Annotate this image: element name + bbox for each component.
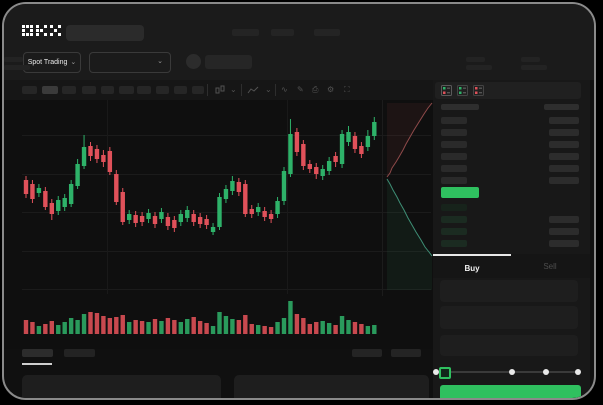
nav-item-3[interactable]: [314, 29, 340, 36]
trade-tabs: Buy Sell: [433, 254, 590, 278]
toolbar-divider: [207, 84, 208, 96]
logo-glyph-k: [36, 25, 47, 40]
gridline: [22, 135, 431, 136]
candlestick-svg: [23, 117, 377, 235]
tab-sell[interactable]: Sell: [543, 262, 557, 271]
timeframe-button-2-active[interactable]: [42, 86, 58, 94]
nav-item-2[interactable]: [271, 29, 294, 36]
ticker-stat-1: [466, 57, 492, 70]
orderbook-ask-row[interactable]: [433, 129, 590, 136]
orderbook-ask-row[interactable]: [433, 165, 590, 172]
nav-item-1[interactable]: [232, 29, 259, 36]
camera-snapshot-icon[interactable]: ⎙: [312, 85, 319, 94]
bottom-tab-underline: [22, 363, 52, 365]
timeframe-button-4[interactable]: [82, 86, 96, 94]
timeframe-button-5[interactable]: [101, 86, 114, 94]
orderbook-ask-row[interactable]: [433, 117, 590, 124]
pair-name-placeholder: [205, 55, 252, 69]
top-bar: OKX: [4, 4, 594, 48]
amount-percent-slider: [433, 364, 590, 380]
depth-chart: [382, 100, 433, 296]
gridline: [107, 100, 108, 294]
orderbook-bids: [433, 216, 590, 252]
pair-dropdown[interactable]: ⌄: [89, 52, 171, 73]
orderbook-view-switcher: [435, 82, 581, 99]
volume-bars-svg: [23, 301, 377, 334]
gridline: [287, 100, 288, 294]
ticker-stat-5: [4, 57, 30, 70]
toolbar-divider: [241, 84, 242, 96]
slider-stop-50[interactable]: [543, 369, 549, 375]
slider-handle[interactable]: [439, 367, 451, 379]
gridline: [22, 251, 431, 252]
bottom-control-2[interactable]: [391, 349, 421, 357]
logo-glyph-o: [22, 25, 33, 40]
orderbook-bid-row[interactable]: [433, 216, 590, 223]
orderbook-asks-view-icon[interactable]: [473, 85, 484, 96]
bottom-panel-1: [22, 375, 221, 398]
orderbook-column-headers: [433, 104, 590, 111]
orderbook-asks: [433, 117, 590, 189]
gridline: [22, 212, 431, 213]
timeframe-button-6[interactable]: [119, 86, 134, 94]
chevron-down-icon[interactable]: ⌄: [265, 85, 272, 94]
orderbook-ask-row[interactable]: [433, 141, 590, 148]
bottom-tab-active[interactable]: [22, 349, 53, 357]
price-field[interactable]: [440, 280, 578, 302]
wave-tool-icon[interactable]: ∿: [281, 85, 288, 94]
logo-glyph-x: [50, 25, 61, 40]
tab-buy[interactable]: Buy: [433, 254, 511, 278]
slider-stop-75[interactable]: [575, 369, 581, 375]
market-type-dropdown[interactable]: Spot Trading ⌄: [23, 52, 81, 73]
okx-logo[interactable]: OKX: [22, 25, 62, 40]
orderbook-ask-row[interactable]: [433, 177, 590, 184]
orderbook-bid-row[interactable]: [433, 240, 590, 247]
candle-style-icon[interactable]: [214, 80, 225, 100]
chevron-down-icon[interactable]: ⌄: [230, 85, 237, 94]
timeframe-button-1[interactable]: [22, 86, 37, 94]
amount-field[interactable]: [440, 306, 578, 329]
ticker-stat-2: [521, 57, 547, 70]
chevron-down-icon: ⌄: [157, 58, 163, 65]
draw-tool-icon[interactable]: ✎: [297, 85, 304, 94]
orderbook-ask-row[interactable]: [433, 153, 590, 160]
timeframe-button-8[interactable]: [156, 86, 169, 94]
fullscreen-icon[interactable]: ⛶: [344, 85, 350, 94]
buy-submit-button[interactable]: [440, 385, 581, 398]
bottom-tab-2[interactable]: [64, 349, 95, 357]
orderbook-combined-view-icon[interactable]: [441, 85, 452, 96]
bottom-control-1[interactable]: [352, 349, 382, 357]
total-field[interactable]: [440, 335, 578, 356]
timeframe-button-10[interactable]: [192, 86, 204, 94]
candlestick-chart-area[interactable]: [4, 100, 433, 349]
last-price-badge[interactable]: [441, 187, 479, 198]
slider-stop-25[interactable]: [509, 369, 515, 375]
bottom-panel-2: [234, 375, 429, 398]
indicator-icon[interactable]: [247, 80, 259, 100]
coin-icon: [186, 54, 201, 69]
market-type-label: Spot Trading: [27, 59, 68, 66]
chart-toolbar: ⌄ ⌄ ∿ ✎ ⎙ ⚙ ⛶: [4, 80, 433, 100]
gridline: [22, 289, 431, 290]
gridline: [22, 174, 431, 175]
chevron-down-icon: ⌄: [70, 59, 77, 66]
order-book-panel: Buy Sell: [433, 80, 590, 398]
toolbar-divider: [275, 84, 276, 96]
orderbook-bids-view-icon[interactable]: [457, 85, 468, 96]
timeframe-button-3[interactable]: [62, 86, 76, 94]
app-window: OKX Spot Trading ⌄ ⌄: [2, 2, 596, 400]
market-header: Spot Trading ⌄ ⌄: [4, 48, 594, 80]
slider-stop-100[interactable]: [433, 369, 439, 375]
orderbook-faint-row: [441, 204, 467, 211]
orderbook-bid-row[interactable]: [433, 228, 590, 235]
timeframe-button-9[interactable]: [174, 86, 187, 94]
search-input[interactable]: [66, 25, 144, 41]
timeframe-button-7[interactable]: [137, 86, 151, 94]
settings-gear-icon[interactable]: ⚙: [327, 85, 335, 94]
